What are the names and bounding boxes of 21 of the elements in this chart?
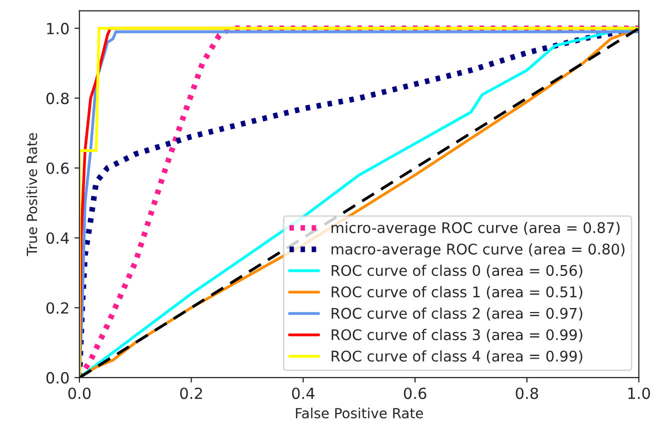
legend-label: ROC curve of class 4 (area = 0.99) — [332, 350, 582, 364]
y-tick-label: 0.2 — [46, 302, 68, 314]
x-tick-label: 0.6 — [404, 388, 426, 400]
x-tick-label: 0.8 — [516, 388, 538, 400]
legend-label: micro-average ROC curve (area = 0.87) — [332, 222, 620, 236]
y-tick-label: 0.4 — [46, 232, 69, 244]
x-tick-label: 0.2 — [180, 388, 202, 400]
y-tick-label: 0.8 — [46, 92, 69, 104]
y-tick-label: 1.0 — [47, 22, 69, 34]
x-tick-label: 0.0 — [68, 388, 91, 400]
legend-label: macro-average ROC curve (area = 0.80) — [332, 243, 624, 258]
y-axis-title: True Positive Rate — [26, 133, 38, 256]
y-tick-label: 0.0 — [46, 372, 69, 384]
x-tick-label: 1.0 — [628, 388, 650, 400]
legend-label: ROC curve of class 3 (area = 0.99) — [332, 328, 582, 342]
x-tick-label: 0.4 — [292, 388, 314, 400]
legend-label: ROC curve of class 0 (area = 0.56) — [332, 264, 582, 278]
legend-label: ROC curve of class 1 (area = 0.51) — [332, 286, 582, 300]
legend-label: ROC curve of class 2 (area = 0.97) — [332, 308, 582, 321]
y-tick-label: 0.6 — [46, 162, 69, 174]
x-axis-title: False Positive Rate — [296, 408, 423, 418]
